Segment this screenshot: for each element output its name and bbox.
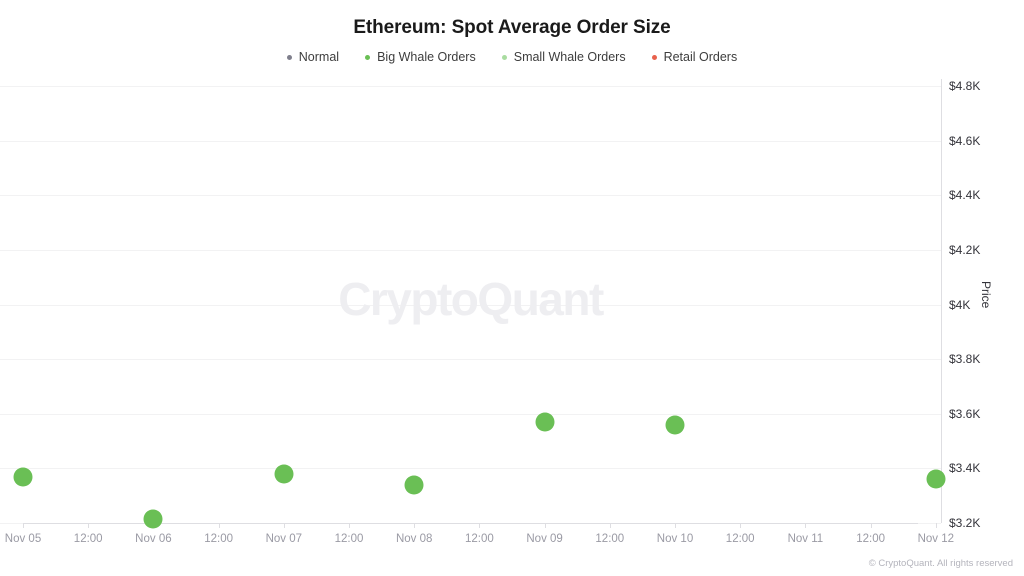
- legend-item-label: Normal: [298, 50, 340, 64]
- data-point[interactable]: [13, 467, 33, 487]
- x-axis-tick-mark: [675, 523, 676, 528]
- x-axis-tick-mark: [870, 523, 872, 528]
- data-point[interactable]: [404, 475, 424, 495]
- y-axis-line: [941, 79, 942, 523]
- x-axis-tick-label: Nov 09: [526, 533, 563, 545]
- gridline: [0, 140, 941, 142]
- data-point[interactable]: [274, 464, 294, 484]
- y-axis-tick-label: $3.4K: [949, 461, 981, 476]
- y-axis-tick-label: $4K: [949, 297, 971, 312]
- legend-item[interactable]: Normal: [286, 50, 340, 64]
- y-axis-tick-label: $4.6K: [949, 133, 981, 148]
- x-axis-tick-label: 12:00: [595, 533, 625, 545]
- x-axis-tick-label: Nov 07: [265, 533, 303, 545]
- plot-area: [0, 86, 941, 524]
- gridline: [0, 413, 941, 415]
- x-axis-tick-mark: [283, 523, 285, 528]
- page-title: Ethereum: Spot Average Order Size: [353, 17, 671, 38]
- y-axis-tick-label: $4.2K: [949, 242, 981, 257]
- x-axis-tick-label: 12:00: [725, 533, 755, 545]
- x-axis-tick-mark: [479, 523, 481, 528]
- gridline: [0, 249, 941, 251]
- legend-marker-icon: [651, 54, 657, 60]
- legend-item[interactable]: Retail Orders: [651, 50, 738, 64]
- legend-item[interactable]: Small Whale Orders: [501, 50, 626, 64]
- gridline: [0, 304, 941, 306]
- gridline: [0, 468, 941, 470]
- x-axis-tick-mark: [935, 523, 937, 528]
- x-axis-tick-label: Nov 12: [917, 533, 955, 545]
- y-axis-title: Price: [979, 281, 993, 309]
- x-axis-tick-label: Nov 06: [135, 533, 172, 545]
- data-point[interactable]: [143, 509, 163, 529]
- y-axis-tick-label: $4.8K: [949, 79, 981, 93]
- y-axis-tick-label: $3.2K: [949, 516, 981, 530]
- x-axis-tick-mark: [544, 523, 546, 528]
- footer-copyright: © CryptoQuant. All rights reserved: [868, 558, 1013, 569]
- gridline: [0, 86, 941, 87]
- y-axis-tick-label: $3.6K: [949, 406, 981, 421]
- x-axis-tick-mark: [349, 523, 350, 528]
- x-axis-tick-mark: [609, 523, 611, 528]
- y-axis-tick-label: $4.4K: [949, 188, 981, 203]
- gridline: [0, 195, 941, 197]
- x-axis-tick-mark: [88, 523, 90, 528]
- x-axis-tick-label: 12:00: [856, 533, 885, 545]
- legend-marker-icon: [286, 54, 292, 60]
- x-axis-tick-mark: [23, 523, 24, 528]
- legend-marker-icon: [365, 54, 371, 60]
- data-point[interactable]: [665, 415, 685, 435]
- x-axis-tick-mark: [218, 523, 220, 528]
- x-axis-tick-label: 12:00: [204, 533, 233, 545]
- legend-item-label: Small Whale Orders: [513, 50, 626, 64]
- x-axis-tick-label: 12:00: [334, 533, 364, 545]
- data-point[interactable]: [535, 412, 555, 432]
- gridline: [0, 359, 941, 361]
- x-axis-tick-label: Nov 08: [395, 533, 433, 545]
- legend-item[interactable]: Big Whale Orders: [365, 50, 476, 64]
- x-axis-tick-mark: [805, 523, 807, 528]
- data-point[interactable]: [926, 469, 946, 489]
- legend-marker-icon: [501, 54, 507, 60]
- legend-item-label: Retail Orders: [663, 50, 738, 64]
- x-axis-tick-mark: [740, 523, 742, 528]
- x-axis-line: [23, 523, 918, 524]
- legend-item-label: Big Whale Orders: [377, 50, 476, 64]
- x-axis-tick-label: Nov 05: [4, 533, 42, 545]
- x-axis-tick-label: 12:00: [465, 533, 494, 545]
- y-axis-tick-label: $3.8K: [949, 352, 981, 367]
- x-axis-tick-label: Nov 10: [656, 533, 694, 545]
- x-axis-tick-label: Nov 11: [787, 533, 824, 545]
- chart-legend: Normal Big Whale Orders Small Whale Orders…: [0, 50, 1024, 64]
- x-axis-tick-label: 12:00: [73, 533, 103, 545]
- x-axis-tick-mark: [414, 523, 416, 528]
